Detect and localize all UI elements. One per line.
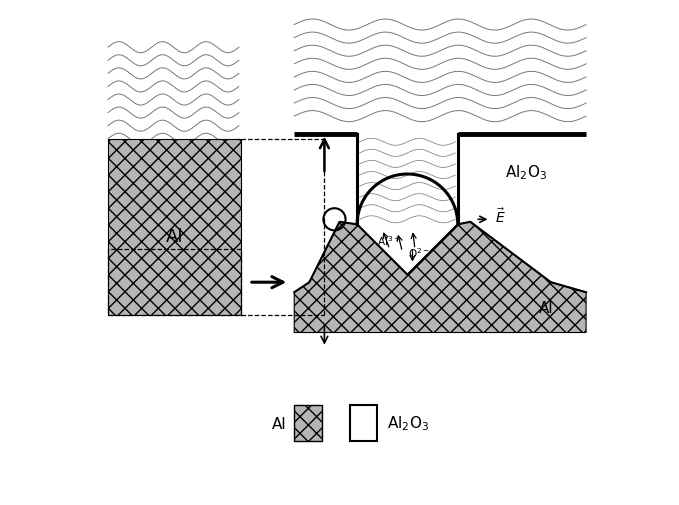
Polygon shape bbox=[294, 222, 586, 333]
Bar bbox=[108, 139, 241, 315]
Text: O$^{2-}$: O$^{2-}$ bbox=[408, 245, 430, 260]
Text: Al: Al bbox=[272, 416, 287, 431]
Text: Al$_2$O$_3$: Al$_2$O$_3$ bbox=[387, 414, 429, 433]
Bar bbox=[108, 250, 241, 315]
Text: Al$_2$O$_3$: Al$_2$O$_3$ bbox=[504, 163, 547, 181]
Text: Al$^{3+}$: Al$^{3+}$ bbox=[377, 234, 401, 248]
Text: Al: Al bbox=[538, 300, 553, 315]
Text: Al: Al bbox=[166, 227, 183, 245]
Bar bbox=[350, 406, 378, 441]
Text: $\vec{E}$: $\vec{E}$ bbox=[495, 207, 506, 226]
Bar bbox=[294, 406, 322, 441]
